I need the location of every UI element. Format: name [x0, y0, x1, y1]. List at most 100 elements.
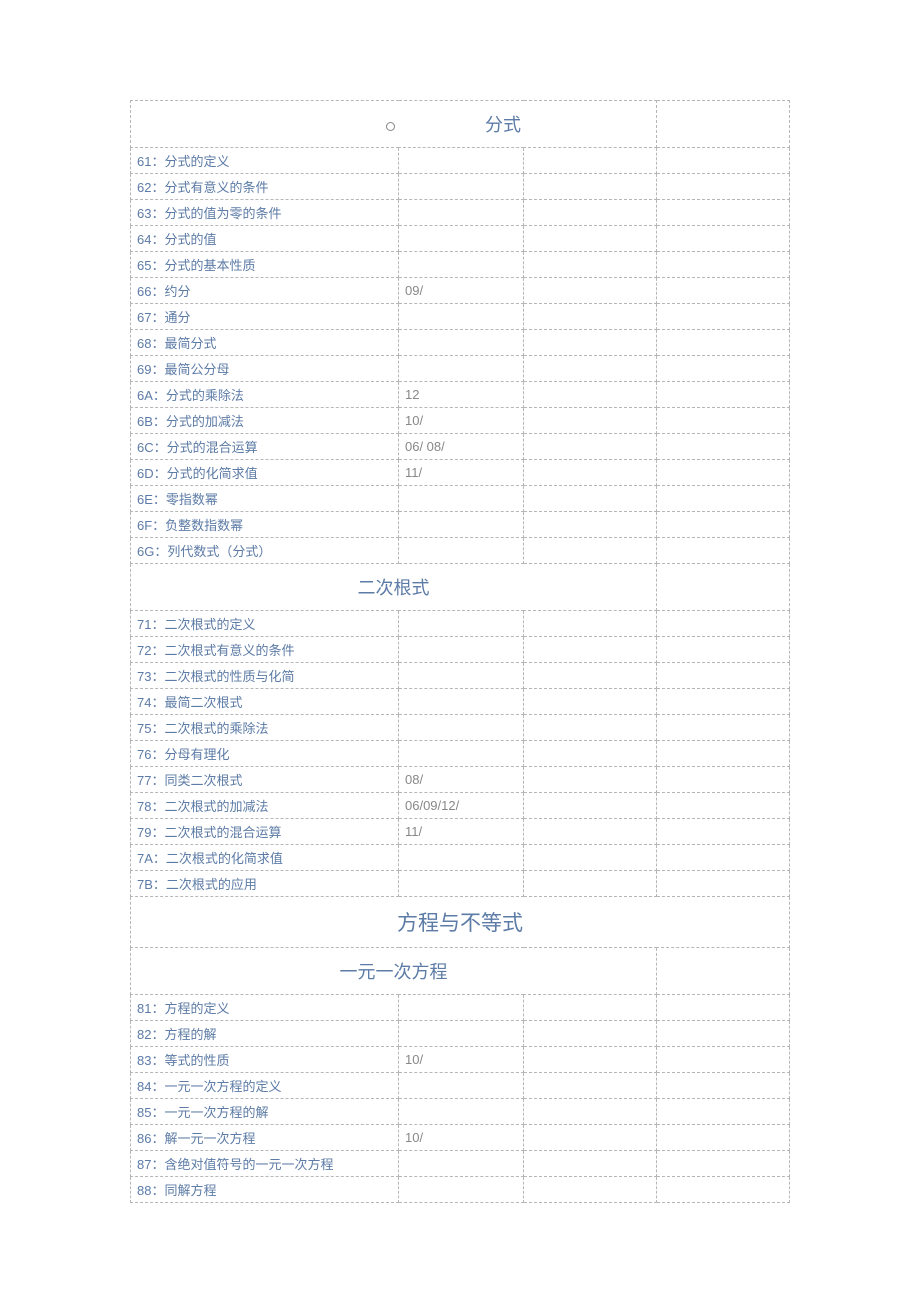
empty-cell	[524, 793, 657, 819]
section-header-fenshi: 分式	[131, 101, 790, 148]
empty-cell	[524, 637, 657, 663]
topic-label: 86：解一元一次方程	[131, 1125, 399, 1151]
empty-cell	[524, 226, 657, 252]
empty-cell	[657, 148, 790, 174]
empty-cell	[657, 1151, 790, 1177]
table-row: 64：分式的值	[131, 226, 790, 252]
table-row: 83：等式的性质10/	[131, 1047, 790, 1073]
empty-cell	[657, 200, 790, 226]
empty-cell	[657, 564, 790, 611]
topic-label: 73：二次根式的性质与化简	[131, 663, 399, 689]
table-row: 6G：列代数式（分式）	[131, 538, 790, 564]
topic-label: 71：二次根式的定义	[131, 611, 399, 637]
table-row: 87：含绝对值符号的一元一次方程	[131, 1151, 790, 1177]
topic-label: 76：分母有理化	[131, 741, 399, 767]
table-row: 72：二次根式有意义的条件	[131, 637, 790, 663]
topic-label: 83：等式的性质	[131, 1047, 399, 1073]
topic-label: 6F：负整数指数幂	[131, 512, 399, 538]
empty-cell	[657, 512, 790, 538]
empty-cell	[524, 538, 657, 564]
topic-label: 65：分式的基本性质	[131, 252, 399, 278]
empty-cell	[657, 356, 790, 382]
value-cell	[399, 637, 524, 663]
topic-label: 61：分式的定义	[131, 148, 399, 174]
empty-cell	[657, 793, 790, 819]
value-cell	[399, 512, 524, 538]
value-cell: 08/	[399, 767, 524, 793]
topic-label: 6B：分式的加减法	[131, 408, 399, 434]
section-header-yiyuan: 一元一次方程	[131, 948, 790, 995]
value-cell	[399, 845, 524, 871]
empty-cell	[524, 819, 657, 845]
value-cell: 06/ 08/	[399, 434, 524, 460]
empty-cell	[657, 715, 790, 741]
empty-cell	[657, 845, 790, 871]
section-header-fangcheng: 方程与不等式	[131, 897, 790, 948]
value-cell: 10/	[399, 1047, 524, 1073]
table-row: 76：分母有理化	[131, 741, 790, 767]
table-row: 7A：二次根式的化简求值	[131, 845, 790, 871]
table-row: 66：约分09/	[131, 278, 790, 304]
value-cell	[399, 1177, 524, 1203]
topic-label: 6C：分式的混合运算	[131, 434, 399, 460]
value-cell: 11/	[399, 460, 524, 486]
value-cell: 10/	[399, 1125, 524, 1151]
empty-cell	[657, 1099, 790, 1125]
table-row: 67：通分	[131, 304, 790, 330]
empty-cell	[657, 278, 790, 304]
empty-cell	[524, 408, 657, 434]
topic-label: 74：最简二次根式	[131, 689, 399, 715]
value-cell	[399, 330, 524, 356]
empty-cell	[657, 252, 790, 278]
value-cell	[399, 148, 524, 174]
value-cell	[399, 174, 524, 200]
empty-cell	[657, 460, 790, 486]
value-cell	[399, 995, 524, 1021]
value-cell	[399, 356, 524, 382]
table-row: 69：最简公分母	[131, 356, 790, 382]
empty-cell	[657, 611, 790, 637]
table-row: 61：分式的定义	[131, 148, 790, 174]
empty-cell	[657, 1125, 790, 1151]
empty-cell	[657, 174, 790, 200]
empty-cell	[657, 1021, 790, 1047]
empty-cell	[524, 512, 657, 538]
topic-label: 77：同类二次根式	[131, 767, 399, 793]
table-row: 6D：分式的化简求值11/	[131, 460, 790, 486]
empty-cell	[657, 382, 790, 408]
empty-cell	[524, 1125, 657, 1151]
topic-label: 81：方程的定义	[131, 995, 399, 1021]
value-cell	[399, 663, 524, 689]
empty-cell	[524, 486, 657, 512]
empty-cell	[524, 995, 657, 1021]
topic-label: 79：二次根式的混合运算	[131, 819, 399, 845]
empty-cell	[524, 767, 657, 793]
section-title: 一元一次方程	[131, 948, 657, 995]
topic-label: 87：含绝对值符号的一元一次方程	[131, 1151, 399, 1177]
topic-label: 64：分式的值	[131, 226, 399, 252]
table-row: 77：同类二次根式08/	[131, 767, 790, 793]
topic-label: 84：一元一次方程的定义	[131, 1073, 399, 1099]
table-row: 6E：零指数幂	[131, 486, 790, 512]
value-cell: 12	[399, 382, 524, 408]
table-row: 75：二次根式的乘除法	[131, 715, 790, 741]
table-row: 86：解一元一次方程10/	[131, 1125, 790, 1151]
empty-cell	[657, 434, 790, 460]
value-cell	[399, 741, 524, 767]
value-cell: 10/	[399, 408, 524, 434]
section-title: 二次根式	[131, 564, 657, 611]
value-cell	[399, 486, 524, 512]
topic-label: 6A：分式的乘除法	[131, 382, 399, 408]
value-cell: 06/09/12/	[399, 793, 524, 819]
value-cell	[399, 1073, 524, 1099]
table-row: 6A：分式的乘除法12	[131, 382, 790, 408]
empty-cell	[657, 538, 790, 564]
empty-cell	[657, 304, 790, 330]
table-row: 6F：负整数指数幂	[131, 512, 790, 538]
value-cell: 09/	[399, 278, 524, 304]
table-row: 7B：二次根式的应用	[131, 871, 790, 897]
value-cell: 11/	[399, 819, 524, 845]
value-cell	[399, 871, 524, 897]
topic-label: 7A：二次根式的化简求值	[131, 845, 399, 871]
table-row: 81：方程的定义	[131, 995, 790, 1021]
